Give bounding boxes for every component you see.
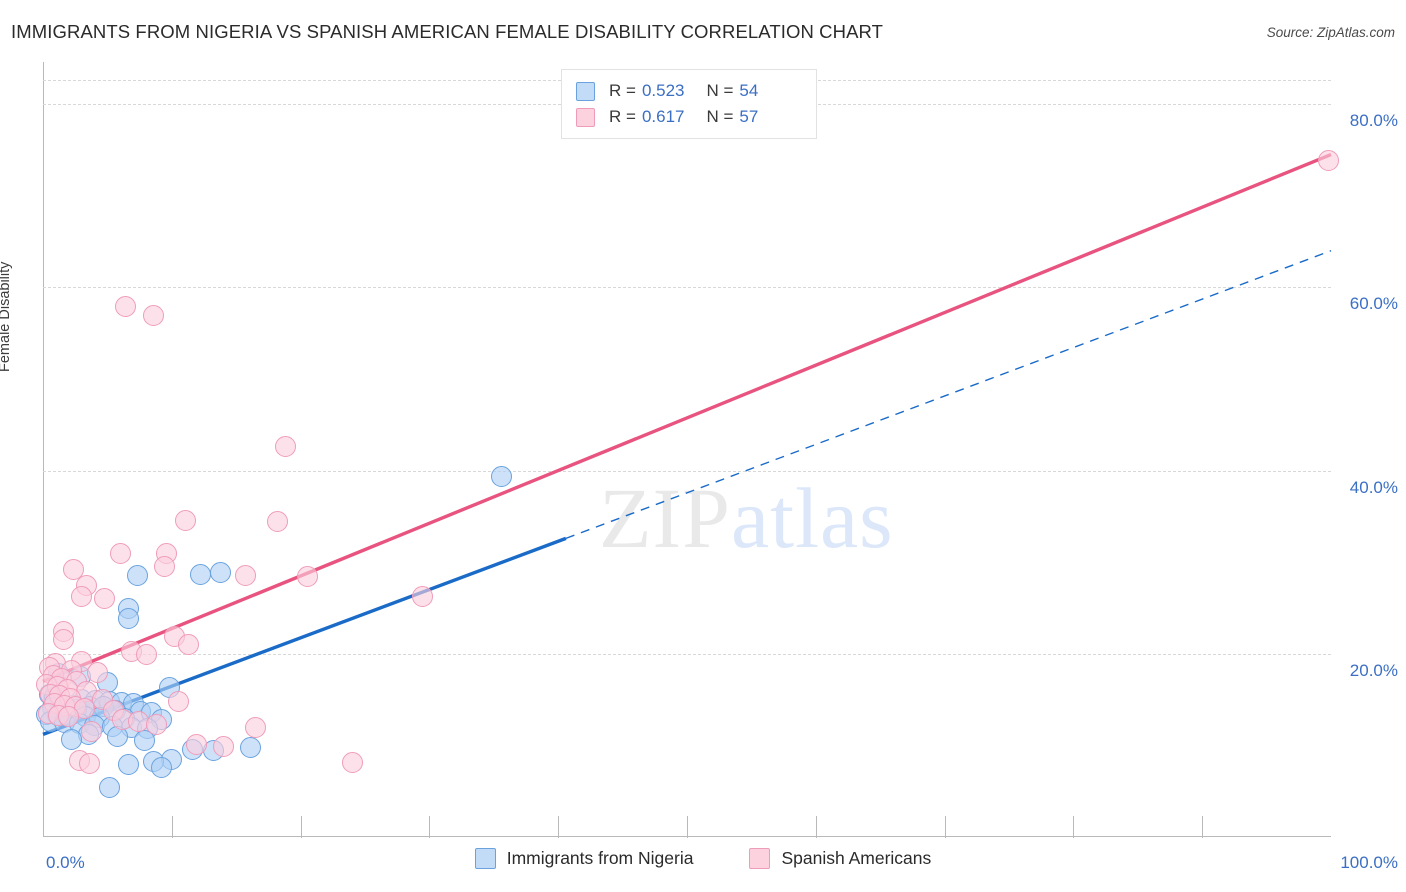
- scatter-point-blue[interactable]: [60, 729, 82, 751]
- scatter-point-pink[interactable]: [1317, 149, 1339, 171]
- stats-row: R = 0.617 N = 57: [576, 104, 806, 130]
- scatter-point-pink[interactable]: [167, 690, 189, 712]
- x-axis-tick: [1073, 816, 1075, 838]
- trend-lines: [42, 152, 1332, 736]
- scatter-point-blue[interactable]: [117, 754, 139, 776]
- scatter-point-pink[interactable]: [114, 296, 136, 318]
- y-tick-label: 20.0%: [1349, 660, 1398, 680]
- scatter-point-pink[interactable]: [296, 566, 318, 588]
- scatter-point-blue[interactable]: [150, 756, 172, 778]
- x-axis-tick: [558, 816, 560, 838]
- n-value-pink: 57: [739, 107, 759, 126]
- x-axis-tick: [687, 816, 688, 838]
- x-axis-tick: [171, 816, 173, 838]
- scatter-point-pink[interactable]: [274, 436, 296, 458]
- scatter-point-pink[interactable]: [175, 509, 197, 531]
- chart-legend: Immigrants from Nigeria Spanish American…: [0, 848, 1406, 869]
- x-axis-tick: [815, 816, 817, 838]
- scatter-point-blue[interactable]: [117, 608, 139, 630]
- x-axis-tick: [300, 816, 302, 838]
- scatter-point-blue[interactable]: [491, 465, 513, 487]
- scatter-point-blue[interactable]: [210, 561, 232, 583]
- y-tick-label: 60.0%: [1349, 294, 1398, 314]
- r-label-blue: R =: [609, 81, 636, 100]
- gridline: [43, 653, 1331, 655]
- scatter-point-pink[interactable]: [153, 556, 175, 578]
- legend-item-immigrants-from-nigeria[interactable]: Immigrants from Nigeria: [474, 848, 694, 869]
- scatter-point-blue[interactable]: [99, 777, 121, 799]
- scatter-point-pink[interactable]: [58, 706, 80, 728]
- scatter-point-pink[interactable]: [81, 721, 103, 743]
- stats-row: R = 0.523 N = 54: [576, 78, 806, 104]
- scatter-point-pink[interactable]: [109, 542, 131, 564]
- gridline: [43, 470, 1331, 472]
- trend-line-pink: [42, 152, 1332, 683]
- series-color-swatch-pink: [576, 107, 595, 127]
- r-value-blue: 0.523: [641, 81, 685, 100]
- scatter-point-pink[interactable]: [185, 733, 207, 755]
- x-tick-label: 100.0%: [1340, 853, 1398, 872]
- y-tick-label: 80.0%: [1349, 111, 1398, 131]
- scatter-point-blue[interactable]: [239, 736, 261, 758]
- x-tick-label: 0.0%: [46, 853, 85, 872]
- scatter-point-pink[interactable]: [71, 586, 93, 608]
- legend-item-spanish-americans[interactable]: Spanish Americans: [749, 848, 931, 869]
- legend-label: Immigrants from Nigeria: [506, 848, 694, 868]
- page-title: IMMIGRANTS FROM NIGERIA VS SPANISH AMERI…: [11, 21, 884, 42]
- n-label-blue: N =: [706, 81, 734, 100]
- scatter-point-pink[interactable]: [212, 735, 234, 757]
- scatter-point-pink[interactable]: [178, 634, 200, 656]
- scatter-point-blue[interactable]: [126, 564, 148, 586]
- scatter-point-pink[interactable]: [53, 628, 75, 650]
- correlation-stats-box: R = 0.523 N = 54 R = 0.617 N = 57: [561, 69, 817, 139]
- scatter-point-pink[interactable]: [145, 713, 167, 735]
- scatter-point-pink[interactable]: [234, 565, 256, 587]
- scatter-point-pink[interactable]: [63, 559, 85, 580]
- r-value-pink: 0.617: [641, 107, 685, 126]
- scatter-point-pink[interactable]: [341, 752, 363, 774]
- scatter-point-pink[interactable]: [266, 511, 288, 533]
- y-tick-label: 40.0%: [1349, 477, 1398, 497]
- scatter-point-pink[interactable]: [78, 753, 100, 775]
- scatter-point-pink[interactable]: [94, 588, 116, 610]
- legend-swatch-pink: [749, 848, 771, 869]
- x-axis-tick: [944, 816, 946, 838]
- x-axis-tick: [429, 816, 431, 838]
- scatter-point-pink[interactable]: [143, 305, 165, 327]
- scatter-point-blue[interactable]: [189, 563, 211, 585]
- legend-swatch-blue: [474, 848, 496, 869]
- scatter-point-pink[interactable]: [86, 661, 108, 683]
- scatter-point-pink[interactable]: [412, 586, 434, 608]
- series-color-swatch-blue: [576, 81, 595, 101]
- trend-line-extension-blue: [565, 250, 1332, 540]
- n-label-pink: N =: [706, 107, 734, 126]
- x-axis-tick: [1202, 816, 1204, 838]
- n-value-blue: 54: [739, 81, 759, 100]
- gridline: [43, 287, 1331, 289]
- y-axis-line: [43, 62, 44, 837]
- r-label-pink: R =: [609, 107, 636, 126]
- plot-area: ZIPatlas: [36, 62, 1339, 838]
- scatter-point-pink[interactable]: [245, 716, 267, 738]
- source-attribution: Source: ZipAtlas.com: [1266, 25, 1395, 40]
- scatter-point-pink[interactable]: [135, 644, 157, 666]
- legend-label: Spanish Americans: [781, 848, 932, 868]
- scatter-point-blue[interactable]: [134, 730, 156, 752]
- y-axis-title: Female Disability: [0, 261, 13, 372]
